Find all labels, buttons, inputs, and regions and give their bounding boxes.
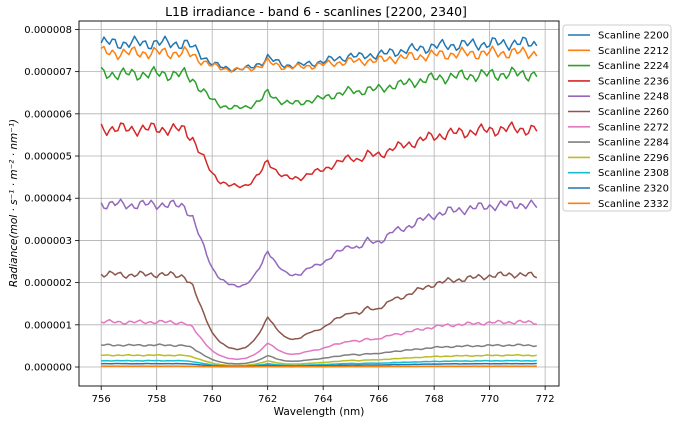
- series-line-scanline-2308: [101, 359, 537, 367]
- y-tick-label: 0.000004: [24, 194, 72, 205]
- legend-label: Scanline 2212: [598, 46, 669, 57]
- x-tick-label: 762: [258, 394, 277, 405]
- legend-label: Scanline 2284: [598, 138, 669, 149]
- y-tick-label: 0.000008: [24, 25, 72, 36]
- y-axis: 0.000000 0.000001 0.000002 0.000003 0.000004…: [24, 25, 79, 374]
- series-line-scanline-2248: [100, 198, 538, 288]
- series-line-scanline-2332: [101, 365, 537, 368]
- legend-label: Scanline 2296: [598, 153, 669, 164]
- x-tick-label: 768: [425, 394, 444, 405]
- y-tick-label: 0.000003: [24, 236, 72, 247]
- legend-label: Scanline 2308: [598, 168, 669, 179]
- series-layer: [100, 35, 538, 368]
- chart-title: L1B irradiance - band 6 - scanlines [220…: [165, 4, 467, 19]
- x-tick-label: 756: [92, 394, 111, 405]
- series-line-scanline-2212: [100, 45, 538, 73]
- series-line-scanline-2260: [100, 270, 538, 351]
- series-line-scanline-2284: [101, 343, 538, 365]
- series-line-scanline-2236: [100, 121, 538, 189]
- legend-label: Scanline 2236: [598, 76, 669, 87]
- series-line-scanline-2272: [100, 318, 537, 361]
- legend-label: Scanline 2200: [598, 31, 669, 42]
- series-line-scanline-2296: [101, 353, 537, 367]
- legend-box: [562, 24, 672, 212]
- series-line-scanline-2200: [100, 35, 538, 73]
- x-axis: 756 758 760 762 764 766 768 770 772: [92, 386, 555, 405]
- series-line-scanline-2320: [101, 362, 537, 368]
- y-tick-label: 0.000001: [24, 320, 72, 331]
- plot-frame: [78, 20, 560, 387]
- x-tick-label: 758: [147, 394, 166, 405]
- y-tick-label: 0.000007: [24, 67, 72, 78]
- y-tick-label: 0.000005: [24, 152, 72, 163]
- y-tick-label: 0.000002: [24, 278, 72, 289]
- x-tick-label: 764: [314, 394, 333, 405]
- legend-label: Scanline 2224: [598, 61, 669, 72]
- x-tick-label: 772: [536, 394, 555, 405]
- x-axis-label: Wavelength (nm): [274, 406, 365, 418]
- legend-label: Scanline 2260: [598, 107, 669, 118]
- legend-label: Scanline 2272: [598, 122, 669, 133]
- series-line-scanline-2224: [100, 65, 538, 110]
- x-tick-label: 766: [369, 394, 388, 405]
- x-tick-label: 760: [203, 394, 222, 405]
- x-tick-label: 770: [480, 394, 499, 405]
- y-tick-label: 0.000006: [24, 109, 72, 120]
- legend-label: Scanline 2320: [598, 184, 669, 195]
- legend-label: Scanline 2332: [598, 199, 669, 210]
- legend: Scanline 2200 Scanline 2212 Scanline 2224 S…: [562, 24, 672, 212]
- y-axis-label: Radiance(mol · s⁻¹ · m⁻² · nm⁻¹): [8, 119, 20, 287]
- legend-label: Scanline 2248: [598, 92, 669, 103]
- y-tick-label: 0.000000: [24, 363, 72, 374]
